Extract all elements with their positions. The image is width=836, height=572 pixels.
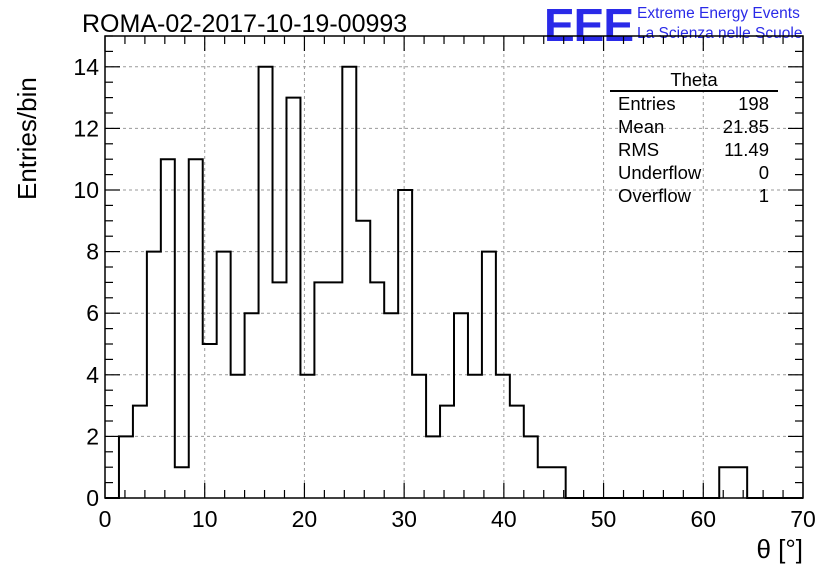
stats-row: Underflow 0 [610,161,778,184]
stats-label: Mean [618,116,665,137]
y-tick-label: 8 [86,239,99,265]
x-tick-label: 20 [292,506,318,532]
x-tick-label: 60 [690,506,716,532]
y-tick-label: 14 [73,54,99,80]
stats-label: Underflow [618,162,702,183]
stats-box: Theta Entries 198 Mean 21.85 RMS 11.49 Underfl… [610,70,778,207]
eee-logo: EEE [544,0,634,51]
stats-label: Overflow [618,185,691,206]
x-tick-label: 40 [491,506,517,532]
stats-title: Theta [610,70,778,92]
x-tick-label: 10 [192,506,218,532]
plot-title: ROMA-02-2017-10-19-00993 [82,10,408,38]
y-tick-label: 4 [86,362,99,388]
stats-row: RMS 11.49 [610,138,778,161]
y-tick-label: 12 [73,115,99,141]
grid-lines [105,36,803,498]
stats-label: RMS [618,139,660,160]
x-tick-label: 50 [591,506,617,532]
y-tick-label: 2 [86,423,99,449]
stats-row: Entries 198 [610,92,778,115]
stats-row: Mean 21.85 [610,115,778,138]
y-tick-label: 10 [73,177,99,203]
logo-line-2: La Scienza nelle Scuole [637,25,803,42]
logo-caption: Extreme Energy Events La Scienza nelle S… [637,4,802,44]
y-axis-label: Entries/bin [12,77,42,200]
x-tick-label: 30 [391,506,417,532]
stats-value: 21.85 [722,116,769,137]
stats-row: Overflow 1 [610,184,778,207]
x-tick-label: 0 [99,506,112,532]
stats-value: 11.49 [724,139,769,160]
stats-label: Entries [618,93,676,114]
logo-line-1: Extreme Energy Events [637,5,800,22]
stats-value: 0 [758,162,769,183]
stats-value: 1 [758,185,769,206]
y-tick-label: 0 [86,485,99,511]
stats-value: 198 [738,93,769,114]
x-tick-label: 70 [790,506,816,532]
y-tick-label: 6 [86,300,99,326]
x-axis-label: θ [°] [756,534,803,564]
